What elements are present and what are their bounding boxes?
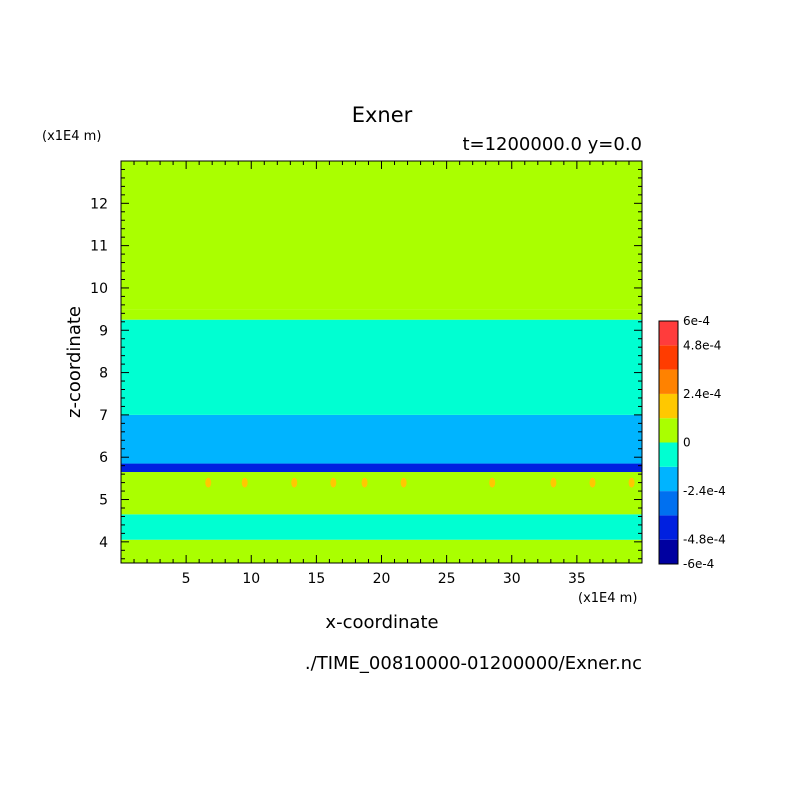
colorbar-segment (659, 345, 678, 370)
colorbar-label: 2.4e-4 (683, 387, 721, 401)
spot-4 (361, 477, 368, 488)
y-tick-label: 11 (90, 239, 108, 255)
spot-9 (628, 477, 635, 488)
x-tick-label: 15 (307, 571, 325, 587)
band-3 (121, 463, 642, 473)
spot-2 (291, 477, 298, 488)
colorbar-segment (659, 491, 678, 516)
colorbar-segment (659, 369, 678, 394)
colorbar-segment (659, 515, 678, 540)
spot-6 (489, 477, 496, 488)
source-file-label: ./TIME_00810000-01200000/Exner.nc (305, 653, 642, 674)
x-ticks: 5 10 15 20 25 30 35 (133, 161, 630, 587)
spot-7 (550, 477, 557, 488)
x-scale-note: (x1E4 m) (578, 591, 637, 606)
colorbar-segment (659, 321, 678, 346)
y-tick-label: 7 (99, 408, 108, 424)
chart-subtitle: t=1200000.0 y=0.0 (462, 134, 642, 155)
colorbar-segment (659, 442, 678, 467)
y-tick-label: 9 (99, 323, 108, 339)
colorbar-label: 6e-4 (683, 314, 710, 328)
band-1 (121, 514, 642, 540)
x-tick-label: 20 (373, 571, 391, 587)
x-tick-label: 30 (503, 571, 521, 587)
x-tick-label: 25 (438, 571, 456, 587)
band-4 (121, 414, 642, 464)
x-tick-label: 5 (182, 571, 191, 587)
x-tick-label: 35 (568, 571, 586, 587)
plot-fill (121, 161, 642, 563)
y-tick-label: 5 (99, 493, 108, 509)
band-5 (121, 319, 642, 415)
colorbar-border (658, 320, 679, 565)
spot-0 (205, 477, 212, 488)
plot-spots (205, 477, 635, 488)
x-tick-label: 10 (242, 571, 260, 587)
y-axis-label: z-coordinate (64, 306, 85, 418)
spot-3 (330, 477, 337, 488)
x-axis-label: x-coordinate (325, 612, 438, 633)
chart-title: Exner (352, 103, 413, 127)
spot-1 (241, 477, 248, 488)
colorbar-label: -4.8e-4 (683, 533, 726, 547)
spot-5 (400, 477, 407, 488)
colorbar-segment (659, 418, 678, 443)
y-tick-label: 10 (90, 281, 108, 297)
band-6 (121, 309, 642, 320)
y-tick-label: 4 (99, 535, 108, 551)
y-ticks: 4 5 6 7 8 9 10 11 12 (90, 168, 642, 560)
colorbar: 6e-4 4.8e-4 2.4e-4 0 -2.4e-4 -4.8e-4 -6e-4 (658, 314, 726, 571)
colorbar-segment (659, 539, 678, 564)
colorbar-label: 4.8e-4 (683, 338, 721, 352)
colorbar-label: 0 (683, 436, 691, 450)
colorbar-segment (659, 466, 678, 492)
spot-8 (589, 477, 596, 488)
colorbar-segment (659, 393, 678, 419)
y-tick-label: 6 (99, 450, 108, 466)
band-7 (121, 161, 642, 310)
colorbar-label: -6e-4 (683, 557, 714, 571)
y-scale-note: (x1E4 m) (42, 129, 101, 144)
colorbar-label: -2.4e-4 (683, 484, 726, 498)
y-tick-label: 8 (99, 366, 108, 382)
band-2 (121, 472, 642, 515)
y-tick-label: 12 (90, 196, 108, 212)
